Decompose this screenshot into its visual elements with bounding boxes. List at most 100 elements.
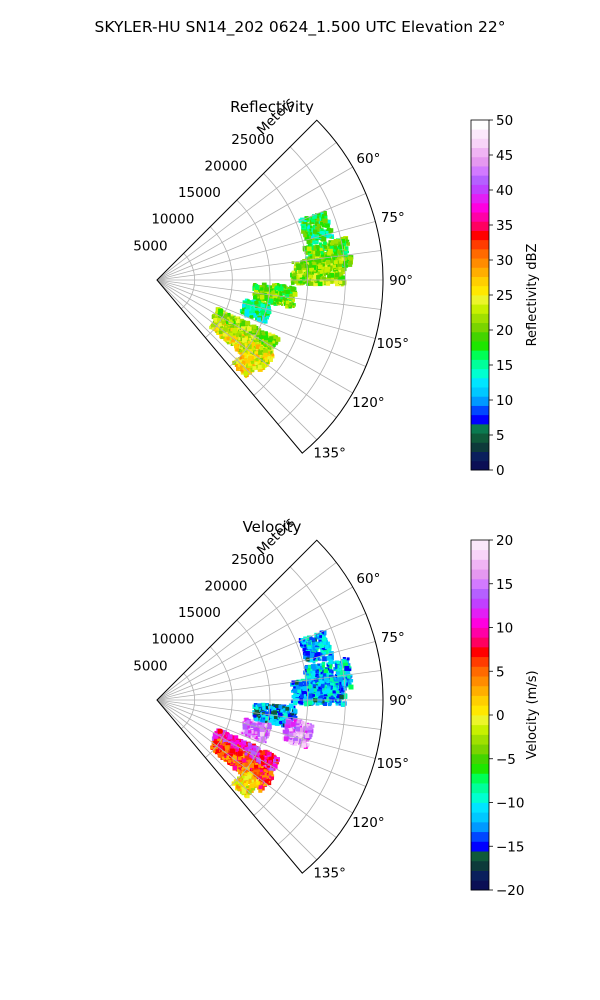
data-cell [316, 637, 319, 640]
data-cell [309, 723, 312, 726]
radial-gridline [180, 253, 196, 310]
data-cell [255, 707, 259, 711]
data-cell [309, 636, 313, 641]
data-cell [319, 222, 324, 226]
data-cell [334, 677, 339, 682]
colorbar-segment [471, 285, 489, 296]
data-cell [296, 265, 302, 270]
data-cell [221, 330, 226, 335]
data-cell [289, 739, 293, 743]
data-cell [321, 236, 327, 242]
data-cell [306, 278, 311, 284]
data-cell [241, 358, 246, 362]
data-cell [282, 300, 285, 303]
velocity-panel: Velocity60°75°90°105°120°135°50001000015… [133, 514, 540, 899]
sector-outline [156, 119, 384, 454]
data-cell [317, 248, 320, 251]
data-cell [246, 326, 252, 332]
data-cell [238, 336, 242, 341]
data-cell [235, 743, 238, 746]
data-cell [334, 272, 340, 278]
data-cell [323, 252, 328, 257]
colorbar-tick-label: 40 [496, 183, 513, 199]
data-cell [250, 334, 256, 340]
data-cell [323, 274, 326, 276]
data-cell [320, 276, 325, 281]
data-cell [307, 684, 312, 689]
data-cell [311, 234, 316, 239]
data-cell [312, 249, 317, 254]
data-cell [254, 362, 258, 366]
data-cell [345, 237, 348, 240]
colorbar-segment [471, 387, 489, 397]
data-cell [303, 652, 307, 656]
data-cell [342, 677, 345, 680]
panel-title: Velocity [243, 518, 302, 536]
data-cell [290, 714, 295, 719]
data-cell [262, 717, 266, 720]
data-cell [264, 732, 268, 736]
data-cell [297, 693, 302, 699]
colorbar-segment [471, 331, 489, 342]
data-cell [294, 739, 299, 744]
data-cell [312, 694, 315, 697]
data-region [298, 211, 335, 246]
data-cell [347, 239, 350, 242]
data-cell [242, 337, 247, 343]
data-cell [333, 695, 339, 701]
data-cell [344, 249, 349, 254]
data-cell [237, 348, 241, 352]
data-cell [256, 317, 261, 322]
data-cell [334, 246, 338, 250]
data-cell [247, 345, 252, 350]
data-cell [335, 664, 340, 669]
data-cell [337, 250, 341, 254]
data-cell [301, 743, 307, 748]
data-cell [323, 279, 328, 285]
data-cell [256, 288, 260, 292]
data-cell [324, 645, 329, 650]
data-cell [230, 327, 234, 332]
data-cell [232, 741, 237, 746]
data-cell [308, 679, 312, 683]
data-cell [320, 699, 325, 704]
data-cell [336, 671, 341, 676]
data-cell [256, 367, 259, 370]
colorbar-segment [471, 239, 489, 250]
data-cell [254, 729, 258, 734]
data-cell [330, 240, 336, 246]
data-cell [316, 232, 320, 236]
data-cell [222, 332, 227, 337]
colorbar-segment [471, 304, 489, 314]
data-cell [243, 332, 247, 337]
data-cell [312, 229, 318, 234]
data-cell [320, 243, 324, 248]
data-cell [267, 356, 271, 360]
data-cell [224, 323, 229, 328]
data-cell [306, 246, 312, 252]
data-cell [333, 667, 337, 671]
data-cell [344, 255, 350, 260]
data-cell [282, 729, 288, 735]
data-cell [234, 317, 237, 321]
colorbar-segment [471, 405, 489, 416]
data-cell [282, 706, 286, 709]
data-cell [274, 291, 279, 295]
data-cell [337, 275, 342, 280]
data-cell [306, 230, 309, 233]
data-cell [303, 694, 307, 697]
data-cell [325, 219, 331, 225]
data-cell [319, 277, 322, 280]
data-cell [303, 654, 308, 660]
data-cell [246, 300, 252, 305]
data-cell [319, 641, 322, 644]
data-cell [240, 355, 245, 360]
data-cell [246, 368, 250, 372]
data-cell [329, 272, 335, 278]
data-cell [302, 721, 307, 727]
data-cell [295, 269, 299, 274]
data-cell [254, 351, 260, 357]
data-cell [293, 686, 298, 691]
data-cell [266, 730, 270, 734]
